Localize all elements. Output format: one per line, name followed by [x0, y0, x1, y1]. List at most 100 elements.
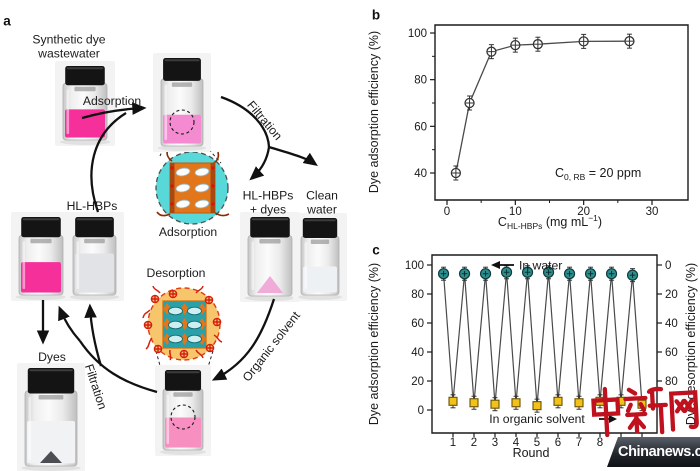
chart-c-xtick-label: 1	[450, 437, 456, 449]
panel-a-letter: a	[3, 13, 11, 29]
organic-solvent-arrow	[211, 298, 276, 381]
chart-c: 12345678910020406080100020406080In water…	[367, 254, 698, 460]
chart-c-ylabel-left: Dye adsorption efficiency (%)	[367, 263, 381, 425]
chart-c-adsorption-point	[458, 266, 471, 281]
hl-hbps-dyes-label: HL-HBPs + dyes	[242, 188, 294, 216]
released-site-icons	[143, 289, 222, 359]
chart-c-right-tick-label: 60	[665, 347, 678, 359]
chart-c-adsorption-point	[563, 266, 576, 281]
chart-c-ylabel-right: Dye desorption efficiency (%)	[684, 263, 698, 425]
chart-c-xtick-label: 3	[492, 437, 498, 449]
chart-b-data-point	[578, 33, 589, 49]
chart-c-left-tick-label: 60	[411, 318, 424, 330]
filtration-top-branch-right	[268, 145, 318, 167]
desorption-inset	[142, 285, 223, 361]
vial-desorption-solution	[155, 365, 211, 456]
chart-c-adsorption-point	[521, 265, 534, 280]
panel-b-letter: b	[371, 7, 381, 23]
process-arrows	[36, 95, 318, 394]
vial-hl-hbps-plus-dyes	[240, 212, 300, 302]
panel-c-letter: c	[372, 242, 380, 258]
chart-c-adsorption-point	[479, 266, 492, 281]
chart-c-xtick-label: 7	[576, 437, 582, 449]
chart-c-desorption-point	[448, 394, 458, 409]
chart-b-data-point	[450, 165, 462, 181]
chart-b-annotation: C0, RB = 20 ppm	[555, 166, 641, 182]
chart-c-frame	[431, 254, 658, 434]
chart-b-frame	[434, 24, 689, 201]
chart-c-desorption-point	[553, 394, 563, 409]
chart-c-left-tick-label: 80	[411, 289, 424, 301]
chart-b-data-point	[510, 37, 521, 53]
chart-c-annotation-organic: In organic solvent	[489, 412, 585, 426]
in-organic-arrow-icon	[609, 415, 617, 423]
chart-b-series-line	[455, 40, 630, 174]
dye-molecule-icons	[168, 306, 202, 344]
chart-b-xtick-label: 0	[444, 206, 450, 218]
adsorption-inset-label: Adsorption	[158, 225, 218, 240]
chart-c-adsorption-point	[626, 268, 639, 283]
chart-b-data-point	[624, 33, 635, 49]
chart-b-ytick-label: 80	[414, 75, 427, 87]
chart-c-series-line	[442, 272, 643, 406]
watermark-en-text: Chinanews.com	[618, 444, 700, 460]
chart-c-adsorption-point	[437, 266, 450, 281]
chart-c-right-tick-label: 40	[665, 318, 678, 330]
chart-b-xtick-label: 10	[509, 206, 522, 218]
filtration-top-branch-left	[249, 146, 271, 181]
filtration-top-arrow	[220, 95, 271, 148]
watermark-bar: Chinanews.com	[607, 437, 700, 467]
chart-c-left-tick-label: 100	[405, 260, 424, 272]
watermark-cn-logo	[591, 386, 699, 438]
chart-c-right-tick-label: 80	[665, 376, 678, 388]
chart-c-xtick-label: 5	[534, 437, 540, 449]
in-water-arrow-icon	[491, 261, 500, 269]
filtration-bottom-branch-left	[58, 305, 81, 342]
adsorption-inset	[155, 148, 230, 225]
chart-b-data-point	[532, 36, 544, 52]
chart-b-data-point	[464, 95, 475, 111]
chart-c-adsorption-point	[542, 265, 555, 280]
panel-a-diagram	[11, 53, 347, 471]
clean-water-label: Clean water	[306, 188, 338, 216]
chart-b-xtick-label: 30	[646, 206, 659, 218]
vial-adsorption-mixture	[153, 53, 211, 152]
chart-b-data-point	[486, 44, 497, 60]
chart-c-adsorption-point	[584, 266, 597, 281]
filtration-bottom-arrow	[79, 340, 158, 394]
chart-c-right-tick-label: 0	[665, 260, 671, 272]
chart-c-left-tick-label: 20	[411, 376, 424, 388]
adsorption-arrow	[81, 102, 147, 120]
chart-b-ytick-label: 40	[414, 168, 427, 180]
chart-b: 0 10 20 30 40 60 80 100 C0, RB = 20 ppm CHL-HBPs …	[367, 24, 689, 230]
filtration-bottom-branch-right	[84, 303, 103, 367]
chart-c-xtick-label: 4	[513, 437, 520, 449]
adsorption-arrow-label: Adsorption	[82, 94, 142, 109]
chart-c-left-tick-label: 40	[411, 347, 424, 359]
vial-synthetic-dye-wastewater	[55, 61, 115, 146]
chart-b-ytick-label: 60	[414, 121, 427, 133]
dyes-label: Dyes	[38, 350, 66, 365]
chart-c-desorption-point	[574, 395, 584, 410]
chart-c-desorption-point	[532, 398, 542, 413]
chart-c-xtick-label: 6	[555, 437, 561, 449]
chart-c-desorption-point	[511, 395, 521, 410]
vial-hl-hbps-powder	[65, 212, 124, 301]
vial-dyes	[17, 363, 85, 471]
watermark-cn-text	[591, 386, 699, 438]
chart-c-annotation-in-water: In water	[519, 259, 562, 273]
binding-site-icons	[170, 166, 215, 206]
chart-b-xlabel: CHL-HBPs (mg mL−1)	[498, 213, 602, 230]
chart-b-ytick-label: 100	[408, 28, 427, 40]
chart-c-desorption-point	[490, 397, 500, 412]
vial-clean-water	[293, 213, 347, 301]
polymer-squiggle-icons	[142, 285, 223, 361]
vial-dye-solution	[11, 212, 71, 301]
chart-b-xtick-label: 20	[577, 206, 590, 218]
chart-b-ylabel: Dye adsorption efficiency (%)	[367, 31, 381, 193]
desorption-inset-label: Desorption	[146, 266, 206, 281]
synthetic-dye-wastewater-label: Synthetic dye wastewater	[32, 32, 106, 60]
dye-molecule-icons	[175, 167, 210, 209]
chart-c-right-tick-label: 20	[665, 289, 678, 301]
